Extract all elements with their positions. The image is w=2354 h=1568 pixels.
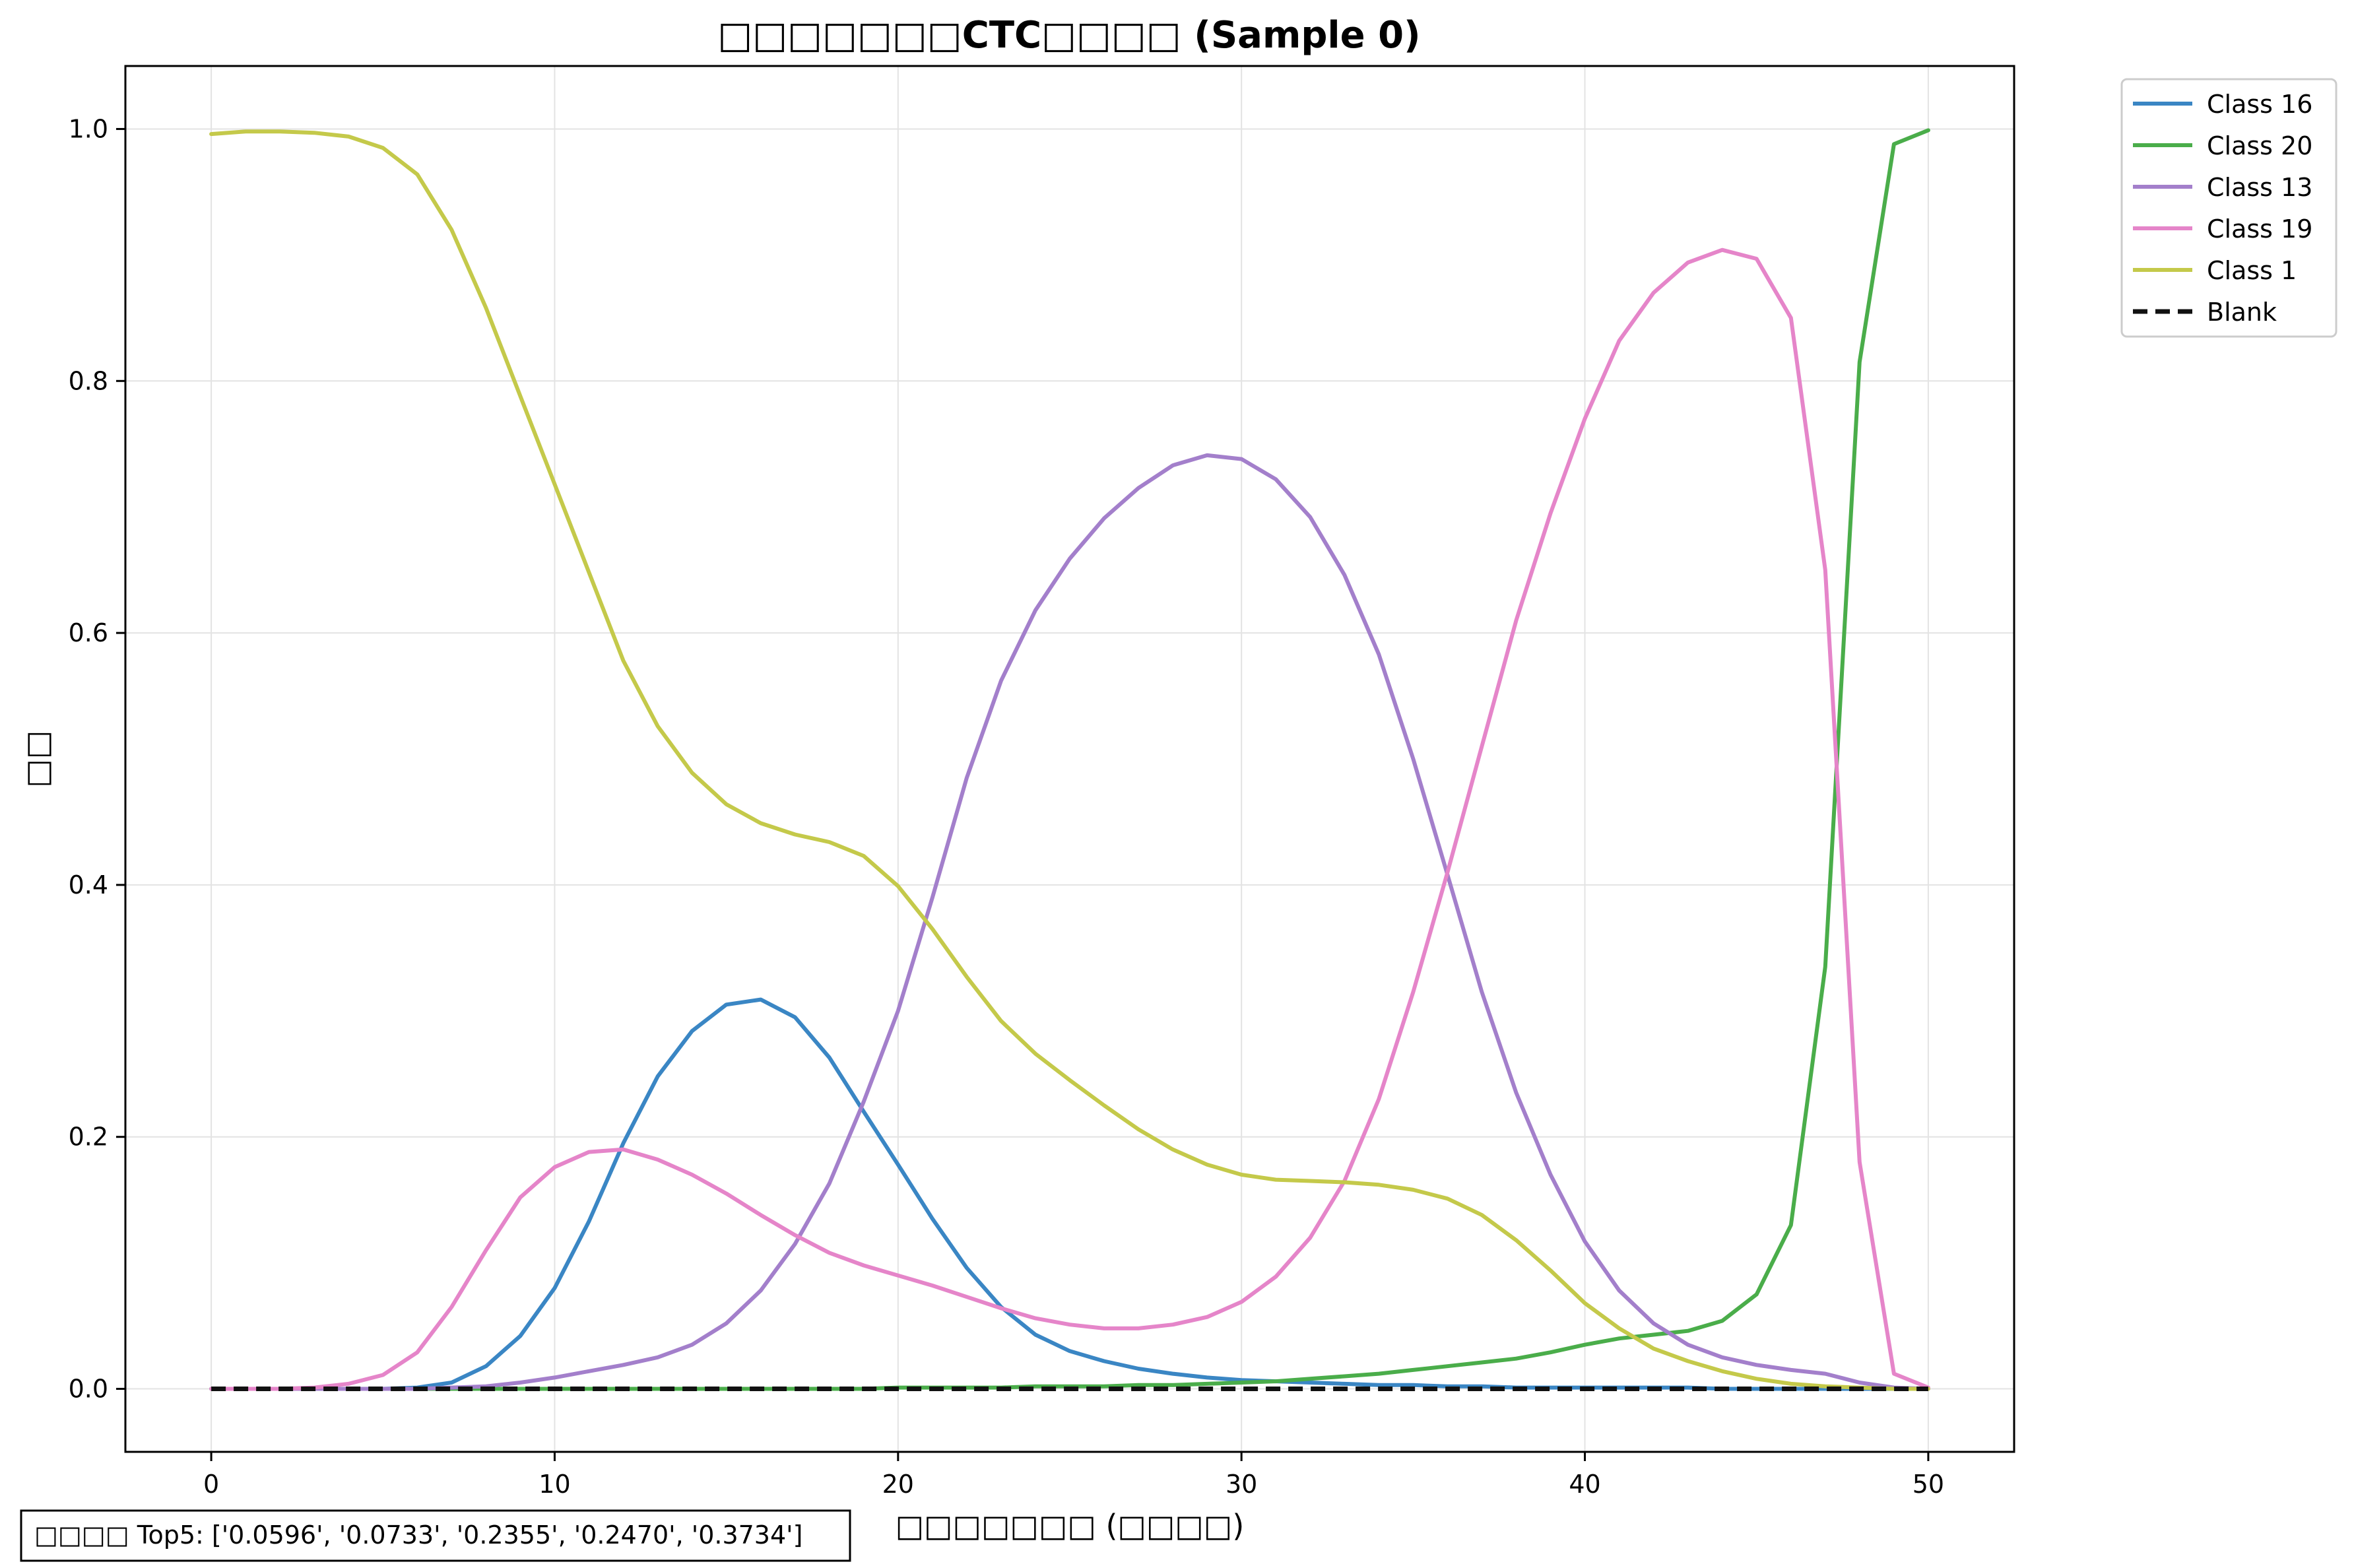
legend-label-class-16: Class 16 [2207,90,2312,119]
x-tick-label-4: 40 [1569,1470,1600,1499]
legend-label-class-19: Class 19 [2207,214,2312,244]
legend-label-class-13: Class 13 [2207,173,2312,202]
y-tick-label-4: 0.8 [69,366,108,395]
legend-label-class-1: Class 1 [2207,256,2297,285]
chart-title: □□□□□□□CTC□□□□ (Sample 0) [717,14,1420,57]
legend-label-blank: Blank [2207,298,2277,327]
series-line-class-19 [209,247,1930,1391]
x-tick-label-0: 0 [203,1470,219,1499]
series-line-class-16 [209,997,1930,1391]
y-tick-label-0: 0.0 [69,1375,108,1404]
y-tick-label-3: 0.6 [69,618,108,647]
y-axis-label: □□ [19,731,55,788]
annotation-text: □□□□ Top5: ['0.0596', '0.0733', '0.2355'… [34,1520,802,1550]
legend: Class 16 Class 20 Class 13 Class 19 Class 1 B… [2120,78,2338,338]
series-lines [209,128,1930,1391]
y-axis-ticks: 0.0 0.2 0.4 0.6 0.8 1.0 [69,114,125,1404]
y-tick-label-2: 0.4 [69,870,108,899]
series-line-class-1 [209,129,1930,1391]
x-axis-label: □□□□□□□ (□□□□) [896,1508,1245,1544]
y-tick-label-5: 1.0 [69,114,108,143]
series-line-class-13 [209,453,1930,1391]
series-line-class-20 [209,128,1930,1391]
plot-frame [124,65,2015,1453]
x-axis-ticks: 0 10 20 30 40 50 [203,1452,1944,1499]
y-tick-label-1: 0.2 [69,1123,108,1152]
x-tick-label-2: 20 [882,1470,914,1499]
x-tick-label-5: 50 [1913,1470,1944,1499]
legend-label-class-20: Class 20 [2207,131,2312,160]
legend-items: Class 16 Class 20 Class 13 Class 19 Class 1 B… [2133,90,2312,327]
x-tick-label-3: 30 [1226,1470,1257,1499]
top5-annotation: □□□□ Top5: ['0.0596', '0.0733', '0.2355'… [20,1509,851,1562]
annotation-box [20,1509,851,1562]
x-tick-label-1: 10 [539,1470,570,1499]
